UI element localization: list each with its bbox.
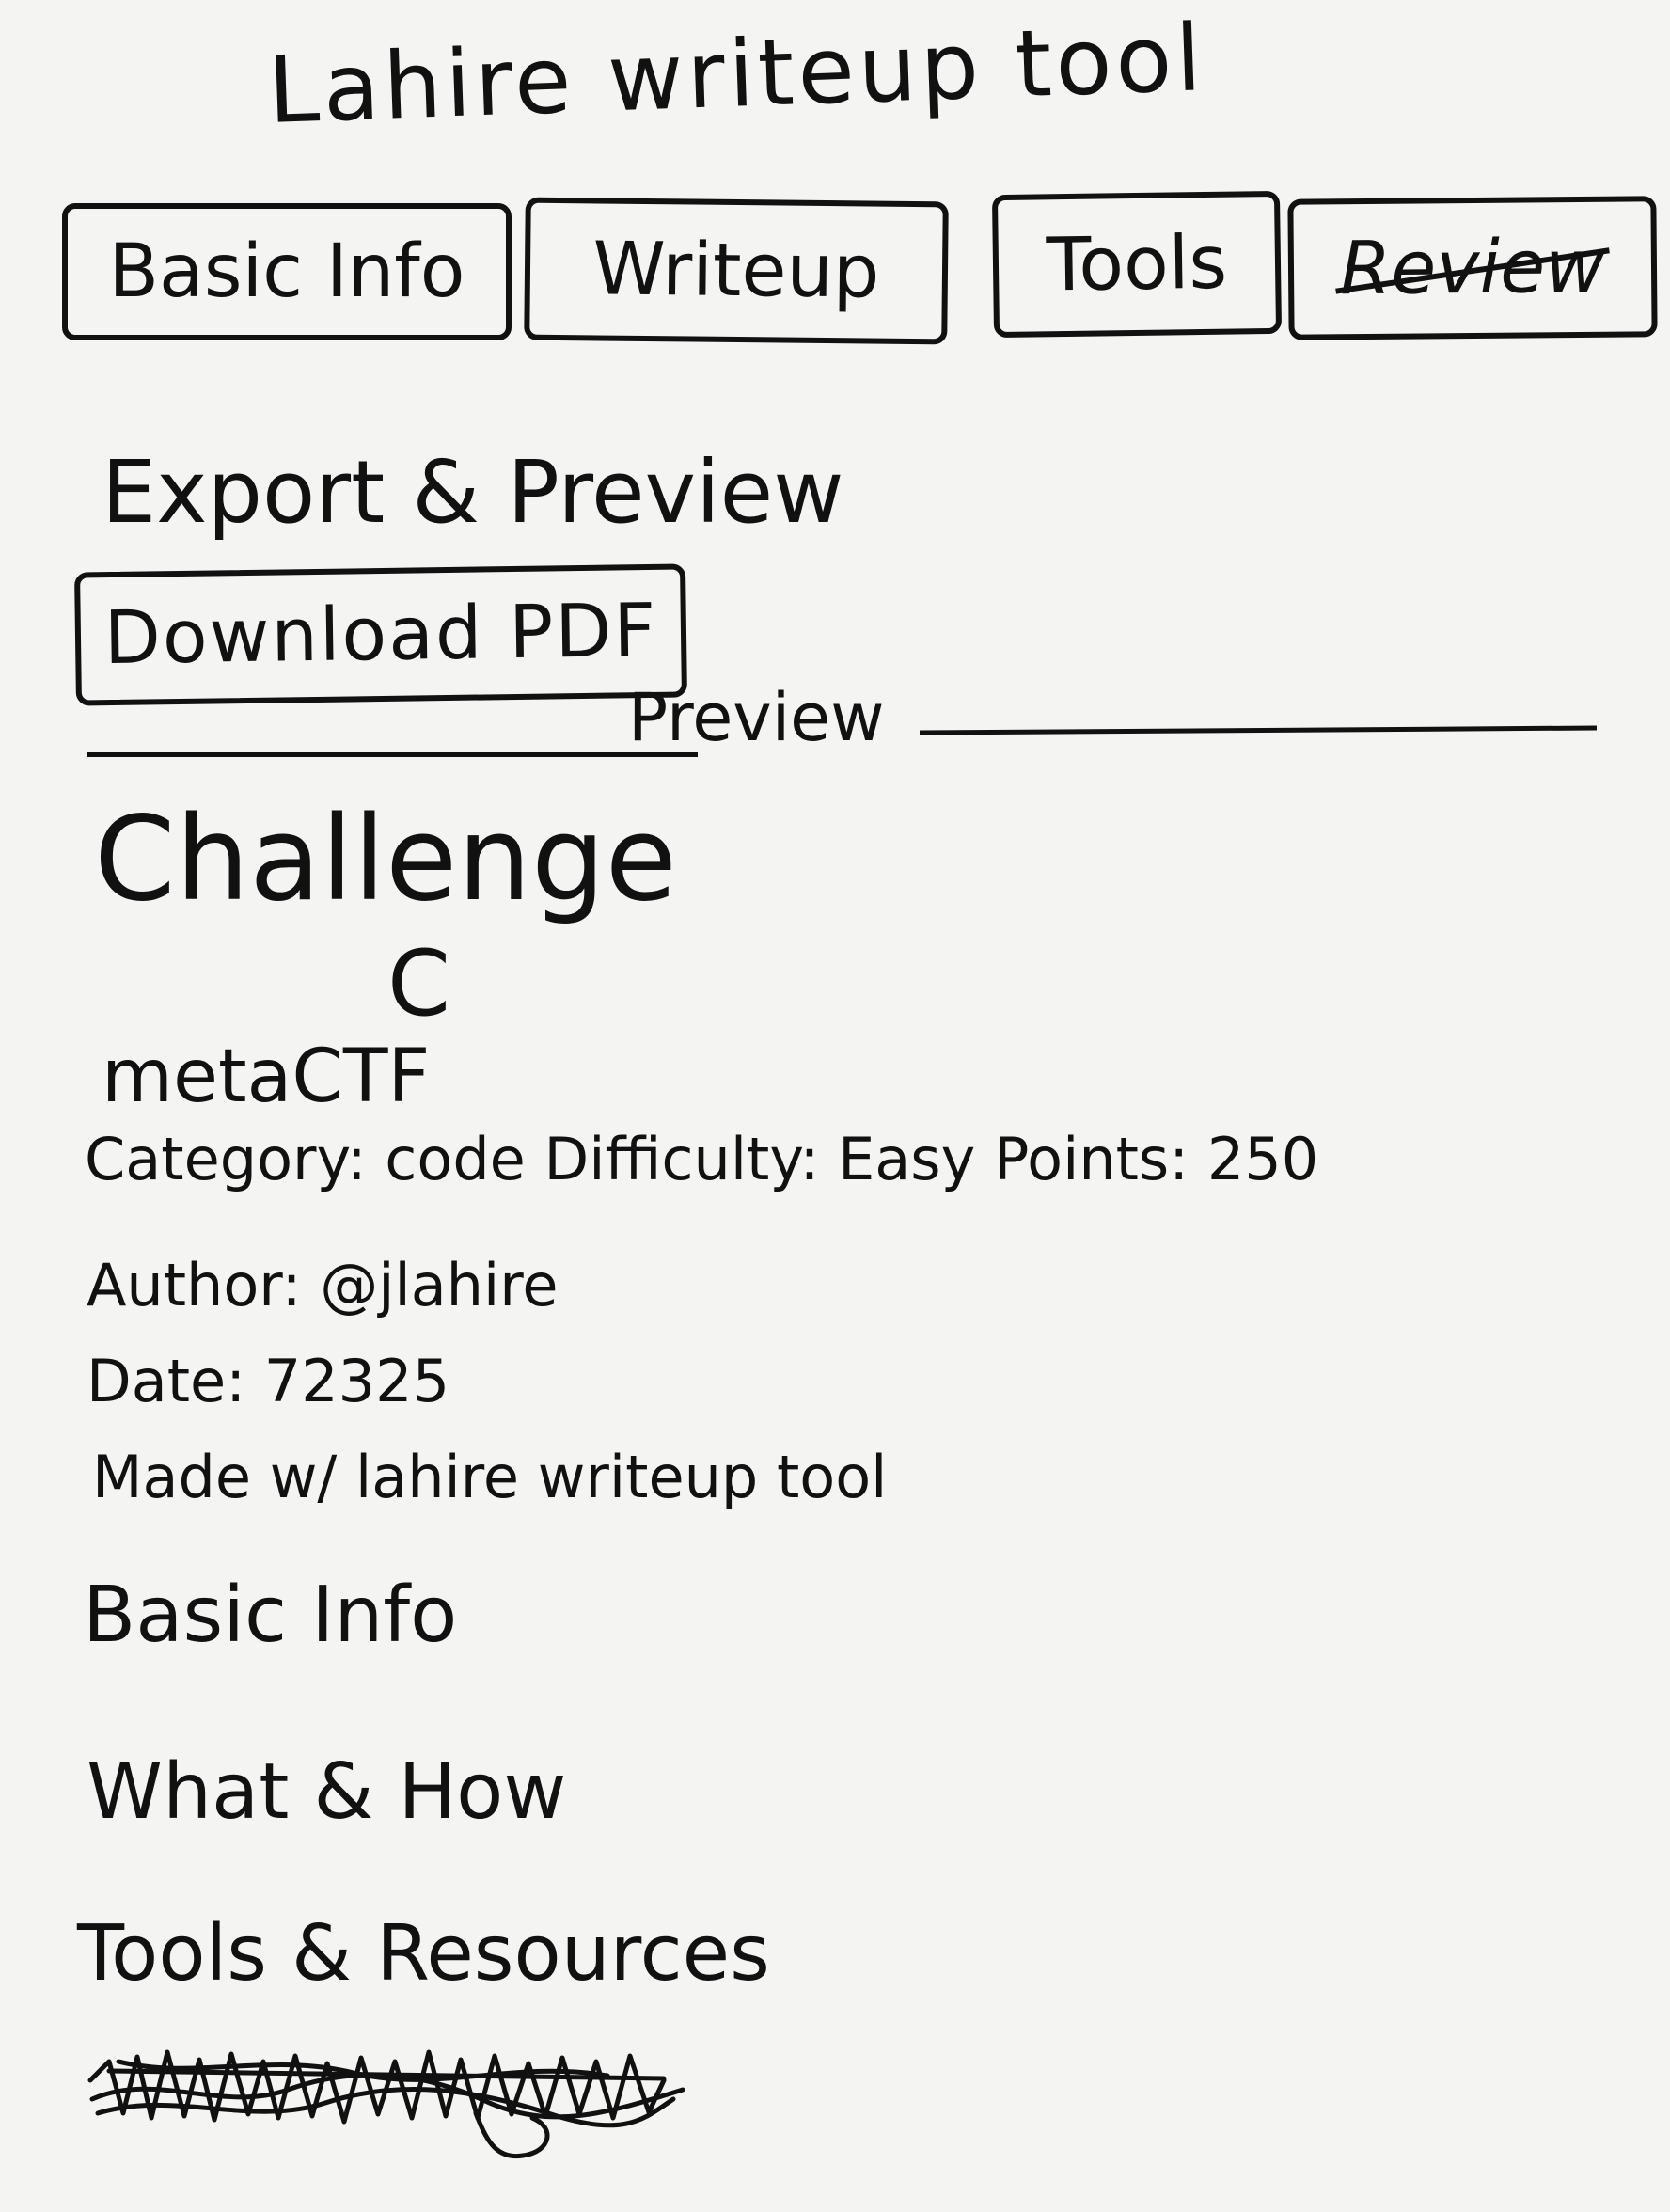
tab-tools-label: Tools xyxy=(1046,220,1228,308)
challenge-meta-date: Date: 72325 xyxy=(87,1347,450,1415)
section-heading-basic-info: Basic Info xyxy=(83,1571,458,1660)
section-heading-what-how: What & How xyxy=(87,1747,567,1837)
preview-divider-left xyxy=(87,752,698,757)
tab-review[interactable]: Review xyxy=(1287,196,1658,340)
tab-basic-info-label: Basic Info xyxy=(108,229,465,314)
preview-divider-right xyxy=(919,725,1598,735)
download-pdf-button[interactable]: Download PDF xyxy=(74,563,687,706)
download-pdf-label: Download PDF xyxy=(103,588,658,682)
preview-label: Preview xyxy=(628,679,885,756)
challenge-title: Challenge xyxy=(94,792,677,927)
tab-writeup[interactable]: Writeup xyxy=(524,197,949,345)
ctf-name: metaCTF xyxy=(102,1035,431,1119)
tab-review-label: Review xyxy=(1335,225,1610,311)
challenge-meta-made-with: Made w/ lahire writeup tool xyxy=(92,1443,888,1511)
challenge-meta-author: Author: @jlahire xyxy=(87,1251,559,1319)
tab-writeup-label: Writeup xyxy=(592,227,880,315)
challenge-subtitle: C xyxy=(387,931,451,1036)
section-heading-tools-resources: Tools & Resources xyxy=(77,1909,770,1999)
export-preview-title: Export & Preview xyxy=(102,442,844,543)
tab-tools[interactable]: Tools xyxy=(991,190,1283,339)
tab-basic-info[interactable]: Basic Info xyxy=(62,203,512,340)
app-title: Lahire writeup tool xyxy=(266,5,1207,145)
challenge-meta-category: Category: code Difficulty: Easy Points: … xyxy=(85,1125,1319,1193)
scribbled-out-text-icon xyxy=(87,2049,685,2159)
